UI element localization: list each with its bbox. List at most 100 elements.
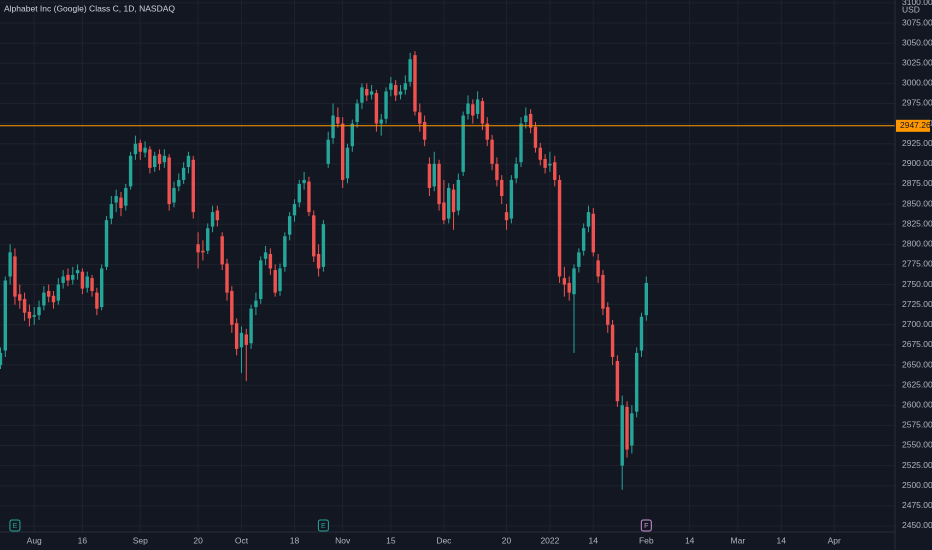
candle-body bbox=[403, 83, 408, 90]
candle-body bbox=[71, 274, 75, 280]
y-tick-label: 2575.00 bbox=[902, 420, 932, 430]
candle-body bbox=[379, 119, 383, 124]
y-tick-label: 2925.00 bbox=[902, 138, 932, 148]
candle-body bbox=[172, 187, 176, 203]
candle-body bbox=[181, 167, 186, 180]
y-tick-label: 2700.00 bbox=[902, 319, 932, 329]
x-tick-label: 20 bbox=[502, 535, 512, 545]
candle-body bbox=[615, 360, 620, 402]
candle-body bbox=[80, 271, 85, 289]
candle-body bbox=[162, 155, 167, 163]
candle-body bbox=[148, 149, 152, 168]
candle-body bbox=[586, 212, 591, 227]
candle-body bbox=[66, 274, 70, 281]
candle-body bbox=[504, 212, 509, 221]
y-tick-label: 2650.00 bbox=[902, 359, 932, 369]
candle-body bbox=[239, 332, 244, 348]
candle-body bbox=[273, 270, 277, 293]
candle-body bbox=[553, 162, 557, 180]
candle-body bbox=[104, 220, 109, 267]
candle-body bbox=[95, 292, 99, 309]
candle-body bbox=[283, 236, 287, 267]
x-tick-label: Nov bbox=[335, 535, 351, 545]
candle-body bbox=[480, 101, 485, 124]
y-tick-label: 2750.00 bbox=[902, 279, 932, 289]
candle-body bbox=[345, 147, 350, 179]
candle-body bbox=[581, 228, 586, 251]
candle-body bbox=[119, 197, 123, 209]
candle-body bbox=[8, 252, 12, 277]
candle-body bbox=[312, 215, 316, 257]
candle-body bbox=[630, 413, 634, 446]
price-line-label: 2947.26 bbox=[900, 120, 931, 130]
candle-body bbox=[369, 91, 374, 95]
candle-body bbox=[562, 278, 567, 285]
axes: 2450.00 2475.00 2500.00 2525.00 2550.00 2575.… bbox=[9, 0, 932, 545]
candle-body bbox=[447, 187, 451, 219]
y-tick-label: 2850.00 bbox=[902, 198, 932, 208]
x-tick-label: 14 bbox=[685, 535, 695, 545]
x-tick-label: Sep bbox=[133, 535, 148, 545]
candle-body bbox=[543, 159, 547, 168]
candle-body bbox=[577, 252, 581, 267]
event-label: E bbox=[13, 523, 18, 530]
candle-body bbox=[350, 123, 355, 147]
candle-body bbox=[639, 316, 644, 351]
candles bbox=[0, 51, 895, 490]
candle-body bbox=[133, 143, 138, 155]
candle-body bbox=[128, 155, 133, 187]
y-tick-label: 2725.00 bbox=[902, 299, 932, 309]
candle-body bbox=[548, 163, 552, 166]
candle-body bbox=[533, 126, 538, 148]
x-tick-label: Dec bbox=[436, 535, 452, 545]
candle-body bbox=[644, 282, 649, 316]
candle-body bbox=[591, 213, 595, 253]
candle-body bbox=[278, 268, 282, 291]
candle-body bbox=[519, 123, 523, 163]
candle-body bbox=[259, 260, 263, 300]
candle-body bbox=[413, 55, 417, 112]
candle-body bbox=[461, 115, 465, 172]
candle-body bbox=[596, 260, 600, 277]
x-tick-label: 14 bbox=[777, 535, 787, 545]
candle-body bbox=[331, 115, 335, 139]
x-tick-label: 15 bbox=[386, 535, 396, 545]
x-tick-label: Mar bbox=[731, 535, 746, 545]
candle-body bbox=[495, 163, 499, 180]
candle-body bbox=[384, 91, 388, 119]
y-tick-label: 2525.00 bbox=[902, 460, 932, 470]
candle-body bbox=[287, 216, 292, 235]
y-tick-label: 2825.00 bbox=[902, 218, 932, 228]
candle-body bbox=[18, 294, 22, 301]
candle-body bbox=[538, 147, 542, 160]
candle-body bbox=[201, 250, 205, 253]
candle-body bbox=[557, 179, 562, 277]
candle-body bbox=[418, 112, 422, 124]
candle-body bbox=[234, 323, 239, 349]
currency-label: USD bbox=[902, 4, 920, 14]
candle-body bbox=[90, 278, 94, 291]
y-tick-label: 2800.00 bbox=[902, 239, 932, 249]
candle-body bbox=[75, 270, 80, 274]
candle-body bbox=[307, 181, 311, 213]
y-tick-label: 2975.00 bbox=[902, 98, 932, 108]
y-tick-label: 2900.00 bbox=[902, 158, 932, 168]
x-tick-label: 20 bbox=[193, 535, 203, 545]
candle-body bbox=[85, 276, 89, 288]
event-marker bbox=[640, 519, 652, 532]
x-tick-label: Feb bbox=[639, 535, 654, 545]
candle-body bbox=[466, 103, 470, 114]
y-tick-label: 2625.00 bbox=[902, 379, 932, 389]
candle-body bbox=[572, 268, 576, 295]
candle-body bbox=[254, 300, 258, 308]
event-marker bbox=[317, 519, 329, 532]
candle-body bbox=[138, 142, 142, 152]
candle-body bbox=[490, 139, 494, 164]
y-tick-label: 2775.00 bbox=[902, 259, 932, 269]
candle-body bbox=[157, 154, 162, 164]
candle-body bbox=[321, 224, 326, 267]
candle-body bbox=[634, 352, 639, 412]
candle-body bbox=[340, 123, 345, 180]
